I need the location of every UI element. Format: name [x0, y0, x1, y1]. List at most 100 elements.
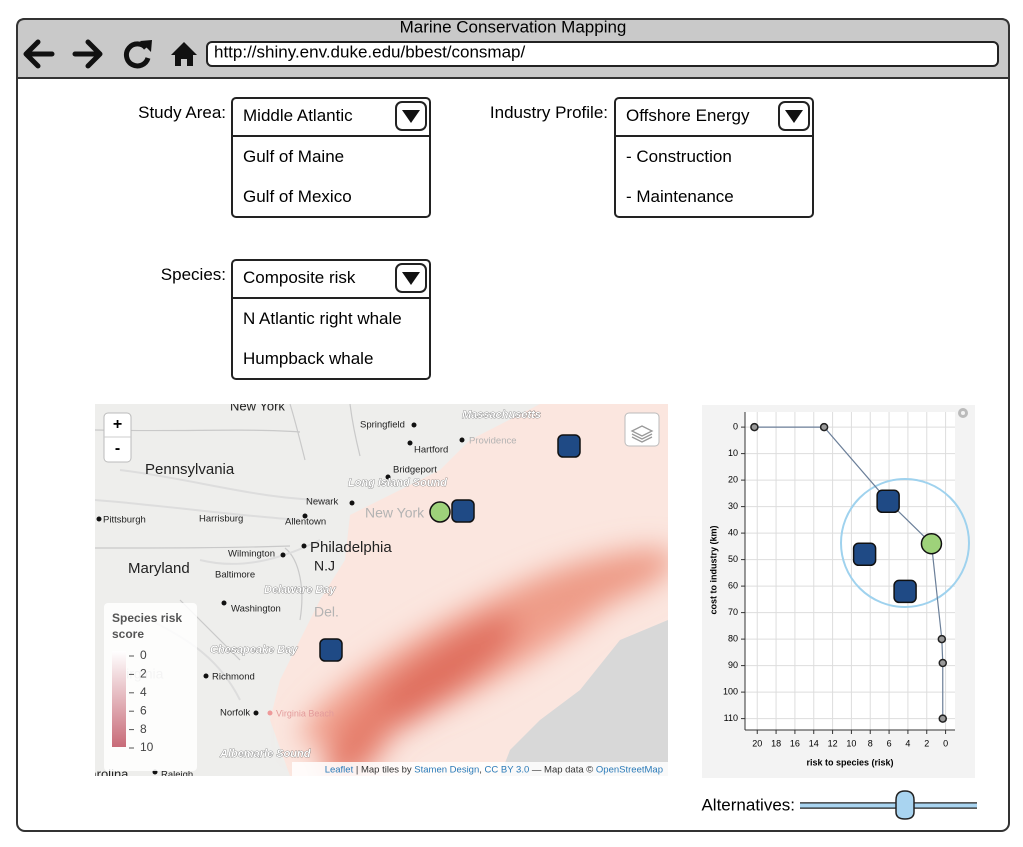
map[interactable]: New York Springfield Massachusetts Hartford…	[80, 398, 683, 794]
x-tick-label: 6	[887, 738, 892, 748]
y-tick-label: 60	[728, 580, 738, 590]
zoom-out[interactable]: -	[115, 440, 120, 457]
place-label: Norfolk	[220, 708, 250, 719]
y-tick-label: 90	[728, 660, 738, 670]
url-bar[interactable]	[206, 41, 999, 67]
map-selected-site[interactable]	[429, 501, 451, 523]
slider-fill	[800, 803, 977, 808]
attribution-part: — Map data ©	[529, 764, 596, 775]
place-label: Del.	[314, 604, 339, 620]
control-label: Study Area:	[138, 103, 226, 122]
tradeoff-range	[840, 478, 970, 608]
place-label: New York	[365, 505, 425, 521]
frontier-point	[938, 714, 948, 723]
x-tick-label: 0	[943, 738, 948, 748]
city-dot	[301, 543, 307, 549]
dropdown-option[interactable]: Gulf of Mexico	[243, 187, 352, 206]
y-tick-label: 100	[723, 686, 738, 696]
legend-tick-label: 0	[140, 648, 147, 662]
x-tick-label: 16	[790, 738, 800, 748]
city-dot	[253, 710, 259, 716]
dropdown-selected[interactable]: Composite risk	[233, 261, 429, 299]
place-label: Maryland	[128, 560, 190, 577]
city-dot	[280, 552, 286, 558]
city-dot	[221, 600, 227, 606]
city-dot	[349, 500, 355, 506]
dropdown-toggle[interactable]	[395, 263, 427, 293]
dropdown-selected[interactable]: Middle Atlantic	[233, 99, 429, 137]
dropdown-option[interactable]: - Maintenance	[626, 187, 734, 206]
x-tick-label: 12	[828, 738, 838, 748]
toggle-arrow	[402, 110, 420, 123]
city-dot	[411, 422, 417, 428]
attribution-part: | Map tiles by	[353, 764, 414, 775]
attribution-part[interactable]: Leaflet	[325, 764, 354, 775]
dropdown-option[interactable]: Humpback whale	[243, 349, 374, 368]
city-dot	[385, 474, 391, 480]
window-title: Marine Conservation Mapping	[400, 17, 627, 36]
place-label: Massachusetts	[462, 409, 541, 421]
zoom-in[interactable]: +	[113, 416, 122, 433]
x-tick-label: 2	[924, 738, 929, 748]
x-tick-label: 10	[846, 738, 856, 748]
forward-button[interactable]	[72, 39, 103, 69]
slider-knob[interactable]	[895, 790, 915, 820]
place-label: New York	[230, 398, 285, 413]
dropdown-option[interactable]: - Construction	[626, 147, 732, 166]
alternative[interactable]	[876, 489, 900, 514]
dropdown-toggle[interactable]	[778, 101, 810, 131]
place-label: Providence	[469, 436, 517, 447]
map-site[interactable]	[319, 638, 343, 662]
place-label: Newark	[306, 497, 338, 508]
place-label: Baltimore	[215, 570, 255, 581]
layers-button[interactable]	[624, 412, 660, 447]
attribution-part[interactable]: OpenStreetMap	[596, 764, 663, 775]
dropdown-toggle[interactable]	[395, 101, 427, 131]
attribution-part[interactable]: Stamen Design	[414, 764, 479, 775]
legend-scale: 0 2 4 6 8 10	[129, 648, 154, 754]
slider-label: Alternatives:	[701, 795, 795, 814]
url-text: http://shiny.env.duke.edu/bbest/consmap/	[214, 42, 526, 61]
place-label: Long Island Sound	[348, 477, 447, 489]
attribution: Leaflet | Map tiles by Stamen Design, CC…	[325, 764, 663, 775]
plot-area	[745, 412, 955, 730]
x-tick-label: 18	[771, 738, 781, 748]
map-roads	[95, 469, 331, 701]
toggle-arrow	[402, 272, 420, 285]
settings-icon[interactable]	[958, 408, 968, 418]
attribution-part: ,	[479, 764, 484, 775]
home-button[interactable]	[171, 42, 197, 66]
legend-title: Species risk score	[112, 611, 183, 641]
toggle-arrow	[785, 110, 803, 123]
x-tick-label: 20	[752, 738, 762, 748]
dropdown-option[interactable]: N Atlantic right whale	[243, 309, 402, 328]
place-label: Allentown	[285, 517, 326, 528]
y-tick-label: 30	[728, 501, 738, 511]
dropdown[interactable]: Middle Atlantic Gulf of Maine Gulf of Mexi…	[231, 97, 431, 218]
control-label: Species:	[160, 265, 226, 284]
place-label: N.J	[314, 558, 335, 574]
map-site[interactable]	[451, 499, 475, 523]
place-label: Chesapeake Bay	[210, 644, 298, 656]
dropdown[interactable]: Composite risk N Atlantic right whale Hump…	[231, 259, 431, 380]
map-site[interactable]	[557, 434, 581, 458]
reload-button[interactable]	[123, 40, 152, 69]
y-tick-label: 40	[728, 527, 738, 537]
x-axis-label: risk to species (risk)	[806, 757, 893, 767]
alternative[interactable]	[893, 579, 917, 604]
selected-alternative[interactable]	[920, 532, 943, 555]
dropdown-selected[interactable]: Offshore Energy	[616, 99, 812, 137]
city-dot	[203, 673, 209, 679]
place-label: Hartford	[414, 445, 448, 456]
attribution-part[interactable]: CC BY 3.0	[485, 764, 530, 775]
back-button[interactable]	[23, 39, 55, 69]
alternative[interactable]	[852, 542, 877, 567]
place-label: Wilmington	[228, 549, 275, 560]
city-dot	[96, 516, 102, 522]
map-no-data	[500, 620, 668, 776]
dropdown[interactable]: Offshore Energy - Construction - Maintenan…	[614, 97, 814, 218]
frontier-point	[750, 422, 759, 432]
legend-tick-label: 6	[140, 703, 147, 717]
dropdown-option[interactable]: Gulf of Maine	[243, 147, 345, 166]
